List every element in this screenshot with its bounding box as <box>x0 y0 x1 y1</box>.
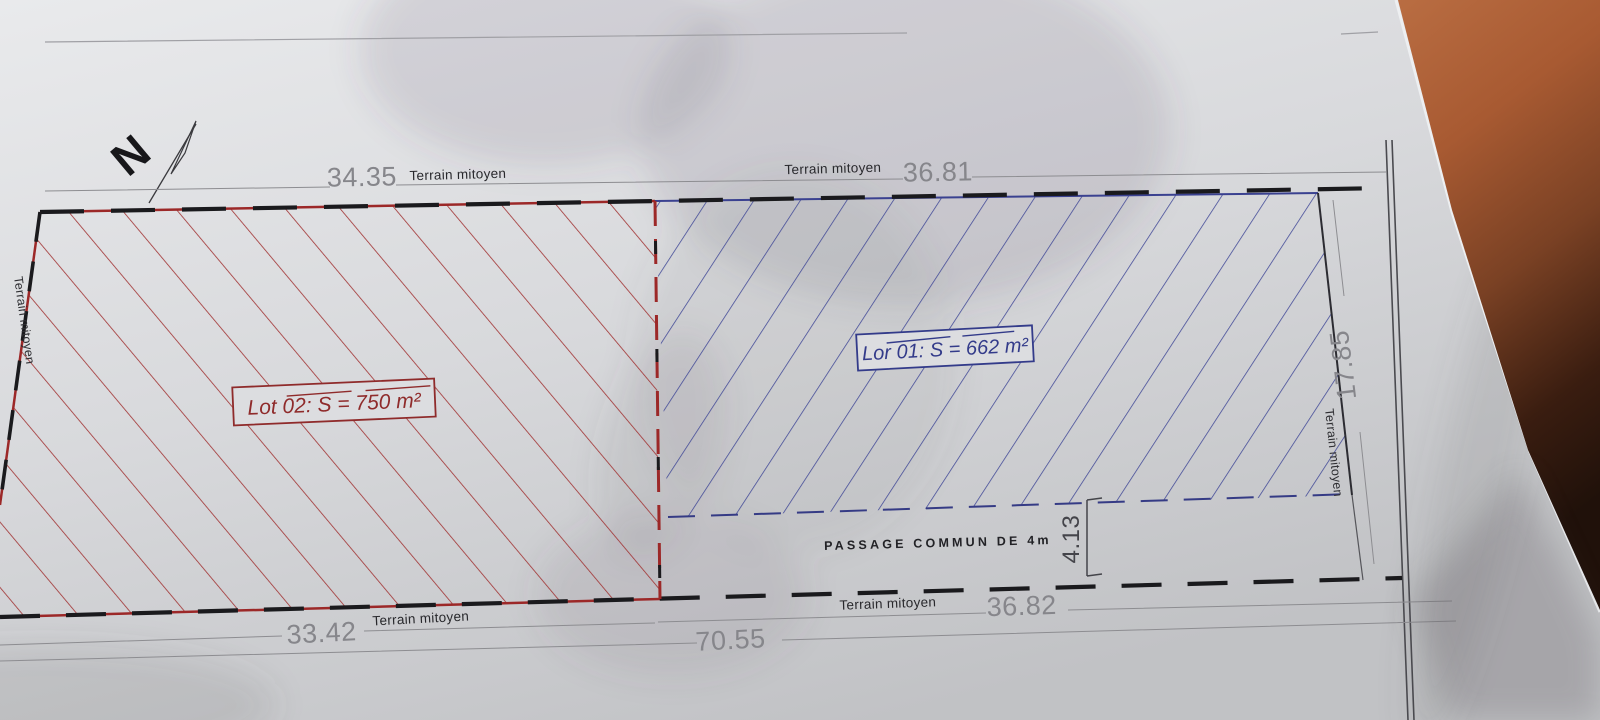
lot-01-right-outline <box>1317 192 1353 496</box>
lot-divider-dashed <box>653 200 662 600</box>
lot-02-overline <box>286 385 431 397</box>
terrain-mitoyen-bottom-right: Terrain mitoyen <box>839 594 936 612</box>
passage-commun-label: PASSAGE COMMUN DE 4m <box>824 533 1052 553</box>
lot-01-right-extension <box>1351 494 1364 581</box>
dimension-lines <box>0 171 1457 662</box>
passage-top-dashed <box>667 493 1353 518</box>
lot-02-left-outline <box>0 211 42 506</box>
top-dimension-line <box>44 171 1387 192</box>
dim-top-left: 34.35 <box>327 161 398 192</box>
right-dimension-line <box>1332 199 1375 565</box>
dim-bottom-total: 70.55 <box>695 623 767 657</box>
table-surface <box>1398 0 1600 610</box>
terrain-mitoyen-bottom-left: Terrain mitoyen <box>372 608 469 628</box>
dim-top-right: 36.81 <box>903 156 974 187</box>
bottom-right-shadow <box>1412 470 1600 720</box>
terrain-mitoyen-top-right: Terrain mitoyen <box>784 160 881 178</box>
bottom-right-dimension-line <box>657 600 1453 623</box>
right-frame-double-line <box>1385 139 1415 720</box>
lot-01-overline <box>886 330 1015 344</box>
lot-01-label-box: Lor 01: S = 662 m² <box>855 324 1035 372</box>
passage-width-bracket <box>1086 497 1103 577</box>
south-boundary-dashed <box>0 575 1403 620</box>
lot-01-label-frame <box>855 324 1035 372</box>
north-arrow-head <box>170 120 197 175</box>
dim-bottom-left: 33.42 <box>286 616 358 650</box>
dim-bottom-right: 36.82 <box>986 590 1057 622</box>
lot-02-label-box: Lot 02: S = 750 m² <box>231 377 437 427</box>
dim-passage-width: 4.13 <box>1058 515 1085 564</box>
bottom-left-dimension-line <box>0 622 656 646</box>
parcel-boundaries <box>0 185 1403 620</box>
shadow-blob <box>0 645 275 720</box>
lot-02-label-frame <box>231 377 437 427</box>
bottom-total-dimension-line <box>0 620 1457 662</box>
north-boundary-dashed <box>39 185 1387 215</box>
shadow-blob <box>360 0 730 165</box>
sheet-top-rule <box>44 31 1379 43</box>
terrain-mitoyen-top-left: Terrain mitoyen <box>409 166 506 184</box>
